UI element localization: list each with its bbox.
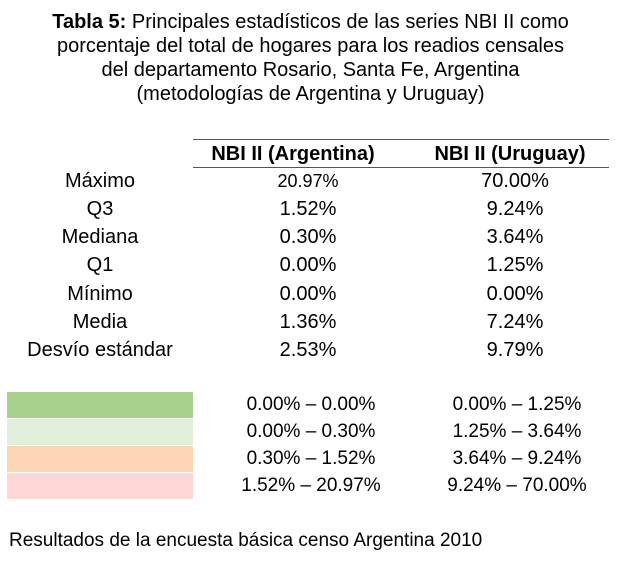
header-bottom-rule: [193, 167, 609, 168]
legend-range-argentina: 0.00% – 0.30%: [246, 421, 376, 442]
legend-range-uruguay: 1.25% – 3.64%: [452, 421, 582, 442]
value-argentina: 2.53%: [279, 339, 337, 361]
title-line-2: porcentaje del total de hogares para los…: [57, 35, 564, 57]
legend-range-uruguay: 3.64% – 9.24%: [452, 448, 582, 469]
value-argentina: 1.36%: [279, 311, 337, 333]
header-argentina: NBI II (Argentina): [211, 143, 375, 165]
stat-name: Mínimo: [67, 283, 133, 305]
stat-name: Desvío estándar: [27, 339, 173, 361]
title-line-1: Tabla 5: Principales estadísticos de las…: [0, 10, 621, 34]
value-argentina: 0.00%: [279, 283, 337, 305]
legend-range-uruguay: 0.00% – 1.25%: [452, 394, 582, 415]
value-argentina: 1.52%: [279, 198, 337, 220]
legend-swatch: [7, 446, 193, 472]
title-text-1: Principales estadísticos de las series N…: [131, 11, 569, 33]
header-uruguay: NBI II (Uruguay): [434, 143, 586, 165]
legend-range-argentina: 0.00% – 0.00%: [246, 394, 376, 415]
value-argentina: 0.00%: [279, 254, 337, 276]
table-row: Media 1.36% 7.24%: [0, 308, 621, 336]
legend-range-argentina: 0.30% – 1.52%: [246, 448, 376, 469]
table-row: Desvío estándar 2.53% 9.79%: [0, 336, 621, 364]
legend-swatch: [7, 473, 193, 499]
value-uruguay: 7.24%: [486, 311, 544, 333]
legend-range-uruguay: 9.24% – 70.00%: [447, 475, 587, 496]
title-label: Tabla 5:: [52, 11, 127, 33]
value-uruguay: 9.24%: [486, 198, 544, 220]
title-line-4: (metodologías de Argentina y Uruguay): [136, 83, 485, 105]
source-note: Resultados de la encuesta básica censo A…: [9, 530, 483, 551]
table-row: Q3 1.52% 9.24%: [0, 195, 621, 223]
table-top-rule: [193, 139, 609, 140]
stat-name: Mediana: [61, 226, 139, 248]
table-row: Mínimo 0.00% 0.00%: [0, 280, 621, 308]
legend-range-argentina: 1.52% – 20.97%: [241, 475, 381, 496]
value-argentina: 0.30%: [279, 226, 337, 248]
legend-swatch: [7, 419, 193, 445]
table-row: Máximo 20.97% 70.00%: [0, 167, 621, 195]
title-line-3: del departamento Rosario, Santa Fe, Arge…: [101, 59, 520, 81]
table-title: Tabla 5: Principales estadísticos de las…: [0, 10, 621, 106]
value-uruguay: 9.79%: [486, 339, 544, 361]
stat-name: Máximo: [64, 170, 135, 192]
value-argentina: 20.97%: [277, 171, 339, 191]
value-uruguay: 1.25%: [486, 254, 544, 276]
value-uruguay: 3.64%: [486, 226, 544, 248]
legend-swatch: [7, 392, 193, 418]
value-uruguay: 70.00%: [481, 170, 549, 192]
value-uruguay: 0.00%: [486, 283, 544, 305]
table-row: Q1 0.00% 1.25%: [0, 251, 621, 279]
stat-name: Media: [72, 311, 128, 333]
stat-name: Q1: [86, 254, 114, 276]
table-row: Mediana 0.30% 3.64%: [0, 223, 621, 251]
stat-name: Q3: [86, 198, 114, 220]
